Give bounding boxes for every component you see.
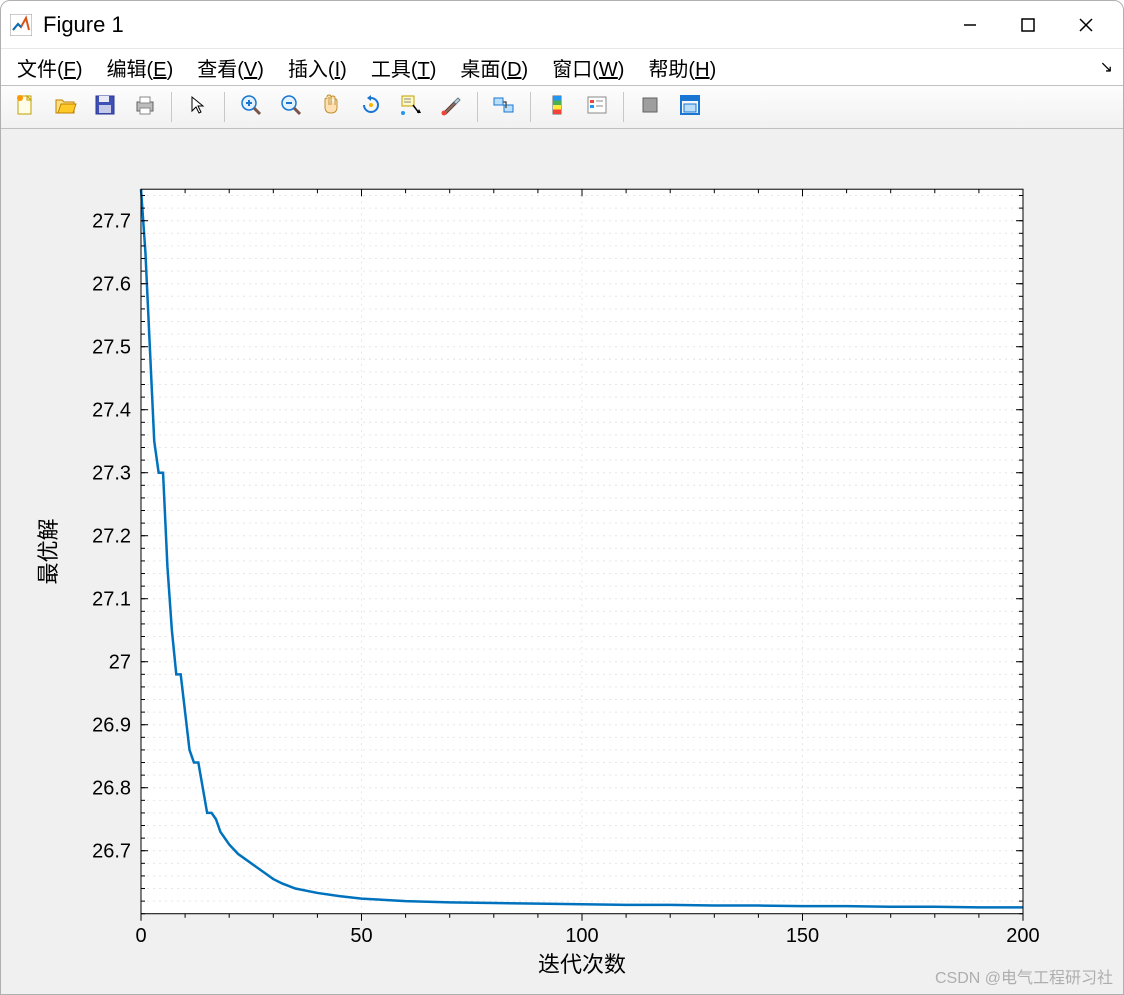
ytick-label: 27.5 [92,337,131,359]
ytick-label: 27 [109,652,131,674]
toolbar-separator [530,92,531,122]
brush-button[interactable] [433,89,469,125]
ytick-label: 27.7 [92,211,131,233]
menu-i[interactable]: 插入(I) [282,51,353,84]
menubar: 文件(F) 编辑(E) 查看(V) 插入(I) 工具(T) 桌面(D) 窗口(W) 帮助(H)… [1,49,1123,85]
window-controls [941,5,1115,45]
ytick-label: 27.3 [92,463,131,485]
menu-h[interactable]: 帮助(H) [642,51,722,84]
ytick-label: 26.9 [92,715,131,737]
legend-icon [585,93,609,122]
toolbar-separator [224,92,225,122]
pointer-button[interactable] [180,89,216,125]
link-icon [492,93,516,122]
toolbar [1,85,1123,129]
xtick-label: 100 [565,925,598,947]
pan-icon [319,93,343,122]
menu-w[interactable]: 窗口(W) [546,51,630,84]
xtick-label: 200 [1006,925,1039,947]
colorbar-icon [545,93,569,122]
ytick-label: 27.1 [92,589,131,611]
toolbar-separator [623,92,624,122]
ylabel: 最优解 [36,518,61,584]
save-button[interactable] [87,89,123,125]
legend-button[interactable] [579,89,615,125]
colorbar-button[interactable] [539,89,575,125]
open-file-icon [53,93,77,122]
toolbar-separator [477,92,478,122]
maximize-button[interactable] [999,5,1057,45]
close-button[interactable] [1057,5,1115,45]
matlab-icon [9,13,33,37]
ytick-label: 27.2 [92,526,131,548]
ytick-label: 27.4 [92,400,131,422]
stop-button[interactable] [632,89,668,125]
zoom-out-icon [279,93,303,122]
pointer-icon [186,93,210,122]
titlebar: Figure 1 [1,1,1123,49]
ytick-label: 26.8 [92,778,131,800]
minimize-button[interactable] [941,5,999,45]
dock-icon [678,93,702,122]
new-file-icon [13,93,37,122]
zoom-in-button[interactable] [233,89,269,125]
plot-container: 0 50 100 150 200 26.7 26.8 26.9 27 27.1 27.2 27.3 27… [1,129,1123,994]
menu-v[interactable]: 查看(V) [191,51,270,84]
new-file-button[interactable] [7,89,43,125]
print-icon [133,93,157,122]
menu-d[interactable]: 桌面(D) [454,51,534,84]
open-file-button[interactable] [47,89,83,125]
figure-window: Figure 1 文件(F) 编辑(E) 查看(V) 插入(I) 工具(T) 桌面(D) 窗… [0,0,1124,995]
menu-e[interactable]: 编辑(E) [101,51,180,84]
pan-button[interactable] [313,89,349,125]
xlabel: 迭代次数 [538,952,626,977]
menu-f[interactable]: 文件(F) [11,51,89,84]
toolbar-separator [171,92,172,122]
rotate-button[interactable] [353,89,389,125]
dock-button[interactable] [672,89,708,125]
stop-icon [638,93,662,122]
window-title: Figure 1 [43,12,941,38]
xtick-label: 0 [135,925,146,947]
print-button[interactable] [127,89,163,125]
link-button[interactable] [486,89,522,125]
menu-t[interactable]: 工具(T) [365,51,443,84]
ytick-label: 27.6 [92,274,131,296]
zoom-out-button[interactable] [273,89,309,125]
data-cursor-icon [399,93,423,122]
ytick-label: 26.7 [92,841,131,863]
save-icon [93,93,117,122]
xtick-label: 50 [350,925,372,947]
rotate-icon [359,93,383,122]
menu-arrow-icon[interactable]: ↘ [1100,57,1113,77]
plot-canvas: 0 50 100 150 200 26.7 26.8 26.9 27 27.1 27.2 27.3 27… [1,129,1123,994]
xtick-label: 150 [786,925,819,947]
brush-icon [439,93,463,122]
zoom-in-icon [239,93,263,122]
data-cursor-button[interactable] [393,89,429,125]
